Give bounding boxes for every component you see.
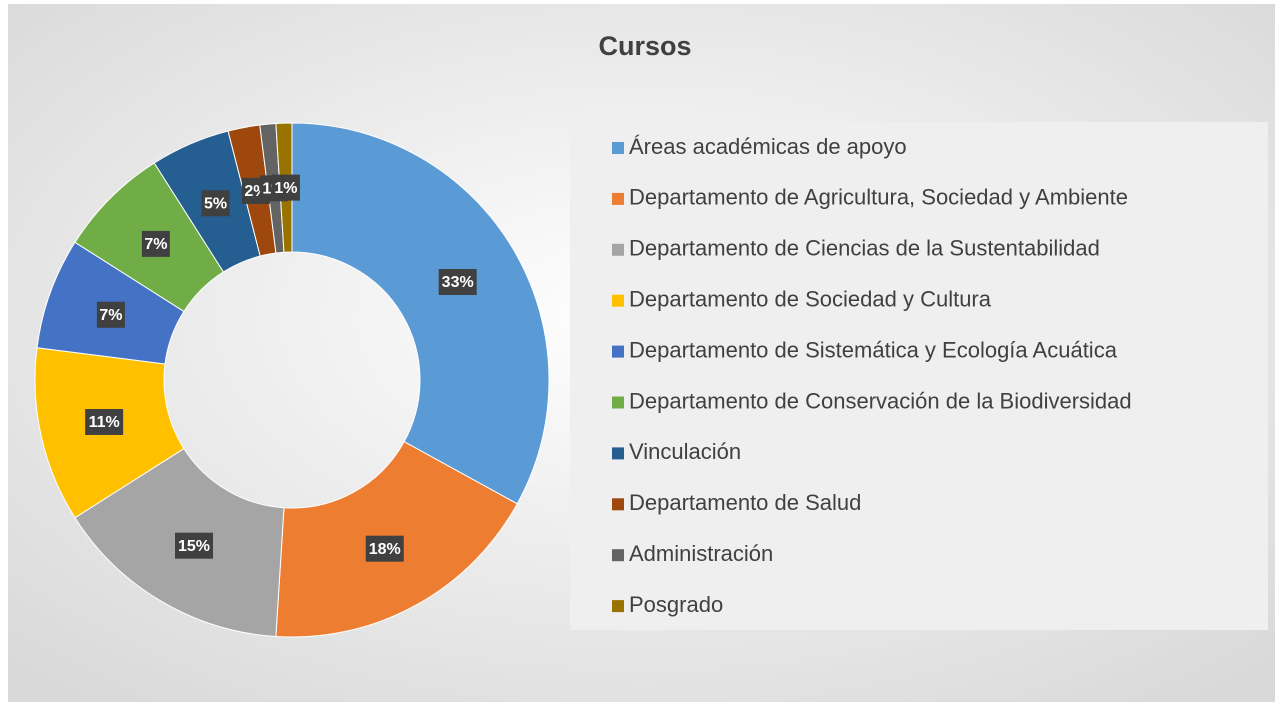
legend-swatch [612,294,624,307]
legend-box [570,122,1268,630]
legend-swatch [612,142,624,154]
legend-swatch [612,345,624,358]
data-label: 33% [442,274,474,291]
legend-swatch [612,396,624,409]
data-label-box [85,408,124,435]
legend-swatch [612,600,624,613]
legend-label: Departamento de Sociedad y Cultura [629,287,992,312]
data-label: 1% [274,180,297,197]
data-label-box [201,190,230,217]
legend-label: Departamento de Conservación de la Biodi… [629,388,1132,413]
data-label: 11% [89,414,120,431]
data-label-box [175,532,214,559]
legend-label: Posgrado [629,592,723,617]
legend-label: Departamento de Sistemática y Ecología A… [629,337,1118,362]
legend-swatch [612,243,624,256]
legend-swatch [612,192,624,205]
data-label: 18% [369,541,401,558]
chart-title: Cursos [598,31,691,61]
legend-label: Áreas académicas de apoyo [629,134,907,159]
legend-swatch [612,447,624,460]
legend-label: Administración [629,541,773,566]
data-label-box [96,301,125,328]
data-label: 5% [204,196,227,213]
data-label-box [141,230,170,257]
legend-label: Departamento de Ciencias de la Sustentab… [629,236,1100,261]
legend-label: Departamento de Agricultura, Sociedad y … [629,185,1128,210]
data-label: 15% [178,538,210,555]
legend-swatch [612,498,624,511]
data-label-box [438,269,477,296]
data-label-box [271,174,300,201]
data-label: 7% [144,236,167,253]
data-label-box [365,535,404,562]
legend-label: Vinculación [629,439,741,464]
legend-swatch [612,549,624,562]
data-label: 7% [99,307,122,324]
donut-slice [291,122,550,505]
legend-label: Departamento de Salud [629,490,861,515]
